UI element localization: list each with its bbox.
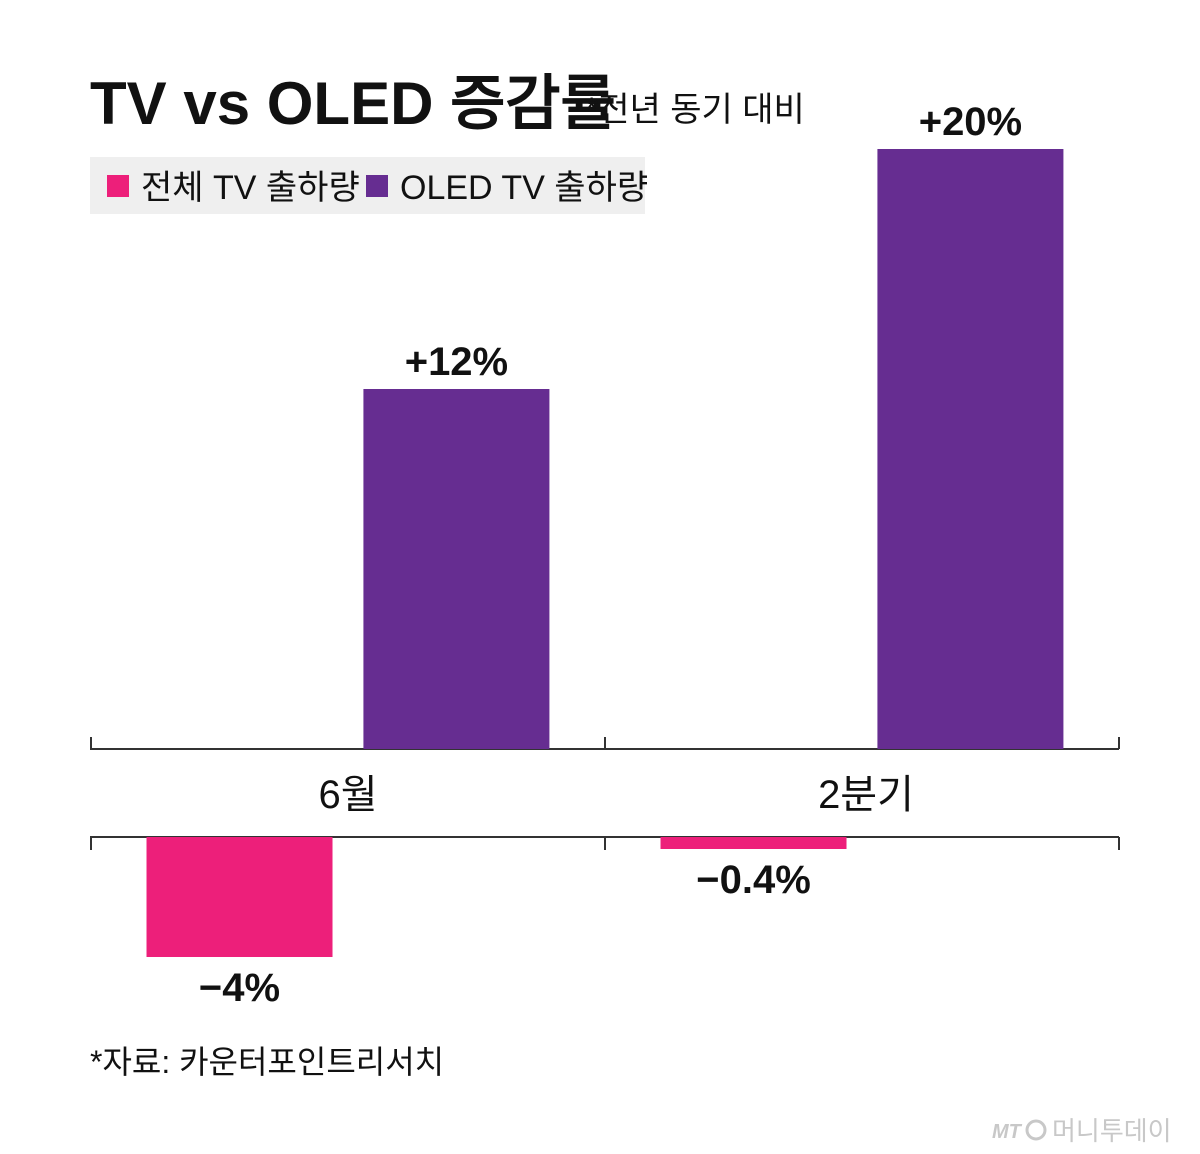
brand-name: 머니투데이: [1052, 1116, 1172, 1146]
legend-swatch-oled-tv: [366, 175, 388, 197]
legend: 전체 TV 출하량 OLED TV 출하량: [90, 157, 648, 214]
bar-total-tv-june: [146, 837, 333, 957]
bar-total-tv-q2: [660, 837, 847, 849]
data-label-oled-tv-june: +12%: [405, 340, 508, 384]
category-label-june: 6월: [318, 773, 377, 817]
data-label-total-tv-q2: −0.4%: [696, 858, 811, 902]
category-label-q2: 2분기: [818, 773, 914, 817]
brand-logo-icon: [1025, 1119, 1047, 1141]
brand-watermark: MT 머니투데이: [992, 1116, 1172, 1146]
data-label-oled-tv-q2: +20%: [919, 100, 1022, 144]
data-label-total-tv-june: −4%: [199, 966, 280, 1010]
brand-mark: MT: [992, 1121, 1023, 1143]
legend-label-oled-tv: OLED TV 출하량: [400, 169, 648, 207]
chart-subtitle: *전년 동기 대비: [585, 91, 805, 129]
source-note: *자료: 카운터포인트리서치: [90, 1044, 444, 1080]
bar-oled-tv-q2: [877, 149, 1064, 749]
bar-oled-tv-june: [363, 389, 550, 749]
chart-title: TV vs OLED 증감률: [90, 70, 616, 137]
legend-swatch-total-tv: [107, 175, 129, 197]
legend-label-total-tv: 전체 TV 출하량: [141, 169, 360, 207]
